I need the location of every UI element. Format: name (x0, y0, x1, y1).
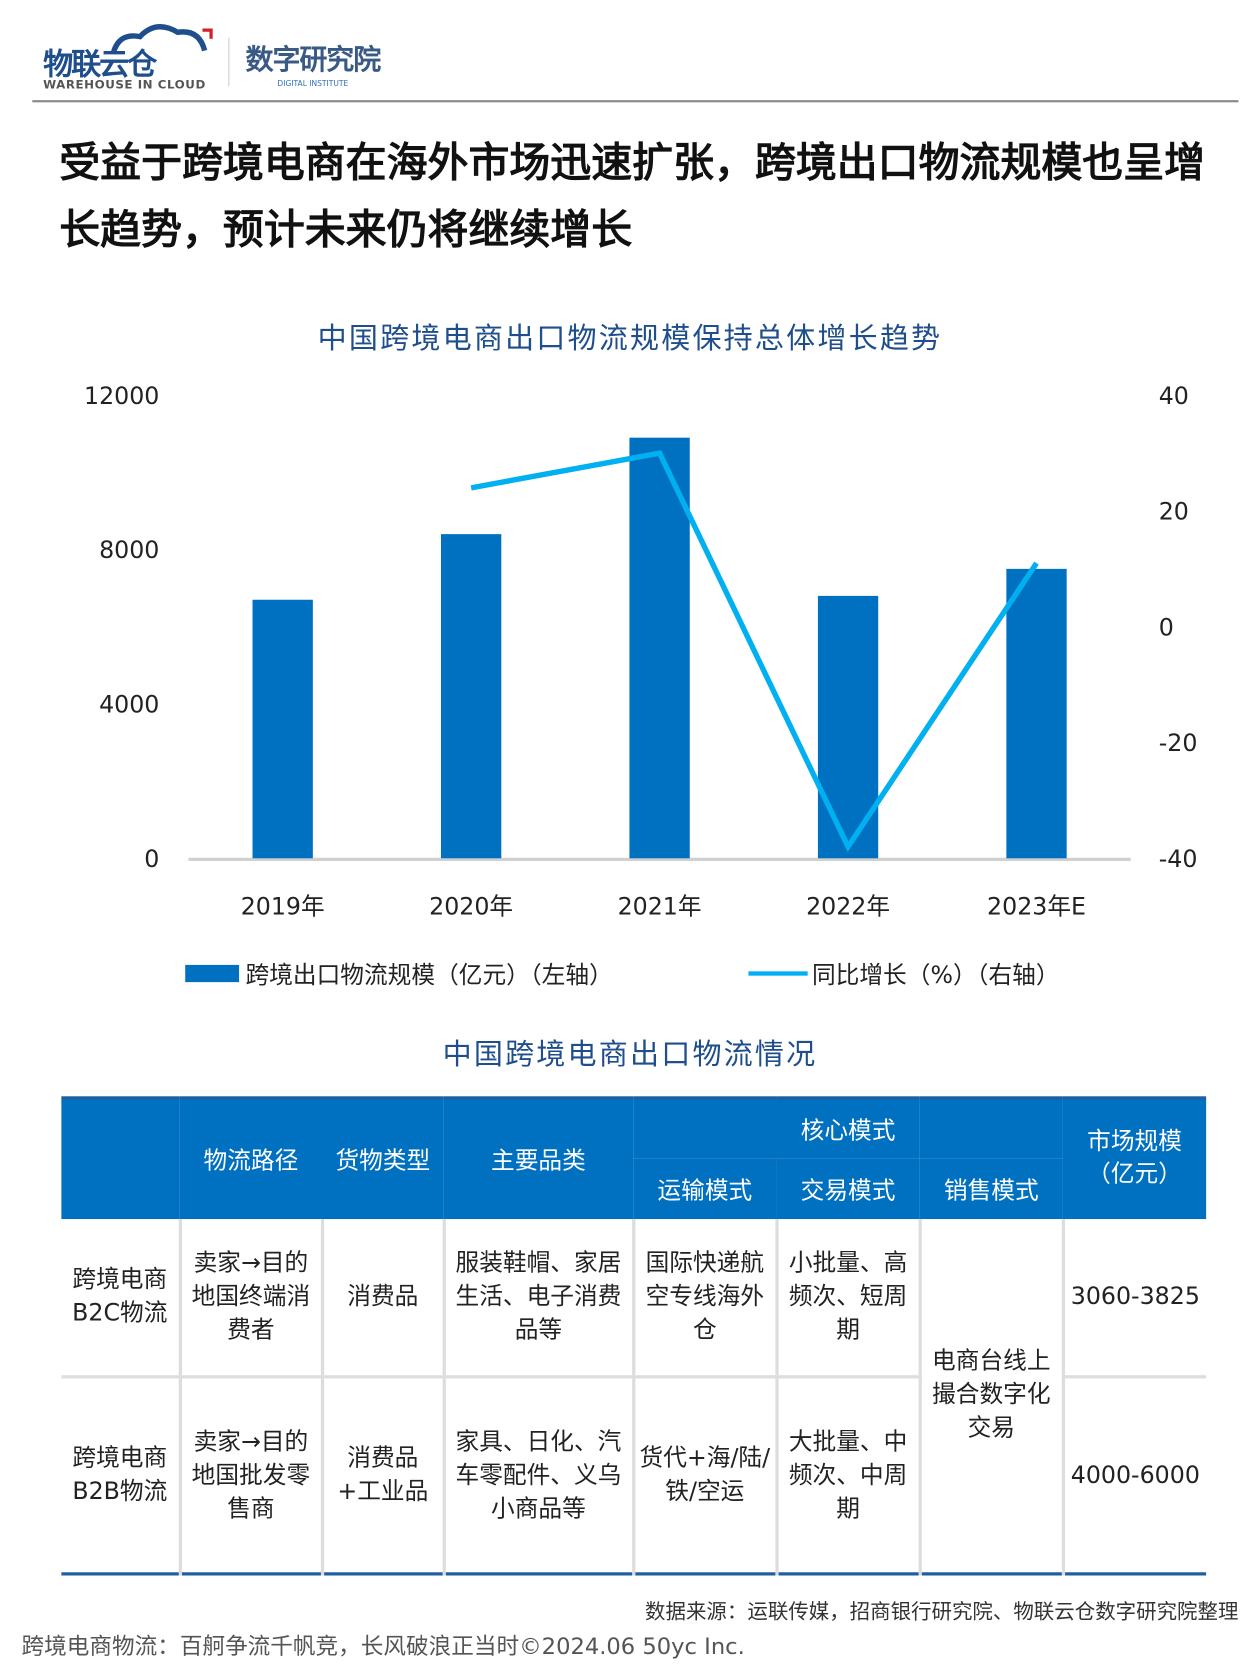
logo-text-en: DIGITAL INSTITUTE (277, 79, 349, 89)
footer: 跨境电商物流：百舸争流千帆竞，长风破浪正当时©2024.06 50yc Inc. (21, 1633, 745, 1660)
table-subheader-row: 运输模式 交易模式 销售模式 (61, 1158, 1206, 1219)
legend-label: 同比增长（%）（右轴） (811, 962, 1060, 990)
cell-trade: 小批量、高频次、短周期 (774, 1218, 920, 1379)
x-tick-label: 2020年 (429, 892, 513, 920)
header-trade: 交易模式 (776, 1158, 920, 1219)
legend-item-line: 同比增长（%）（右轴） (748, 956, 1060, 990)
legend-line-swatch (748, 971, 808, 976)
cloud-icon (110, 24, 213, 55)
header-size-line1: 市场规模 (1087, 1128, 1182, 1156)
cell-route: 卖家→目的地国批发零售商 (178, 1376, 322, 1574)
combo-chart: 0 4000 8000 12000 -40 -20 0 20 40 2019年 2020年 2021年… (84, 382, 1198, 920)
logo-divider (228, 37, 230, 87)
y-left-tick-label: 0 (144, 845, 159, 873)
y-right-tick-label: 20 (1159, 498, 1189, 526)
logo-text-cn: 数字研究院 (245, 44, 382, 77)
y-left-tick-label: 4000 (99, 691, 159, 719)
x-tick-label: 2019年 (241, 892, 325, 920)
digital-institute-logo: 数字研究院 DIGITAL INSTITUTE (245, 38, 382, 89)
cell-size: 3060-3825 (1061, 1218, 1207, 1379)
bar-2019年 (252, 599, 313, 859)
table-header-row: 物流路径 货物类型 主要品类 核心模式 市场规模 （亿元） (61, 1097, 1207, 1219)
cell-transport: 国际快递航空专线海外仓 (631, 1218, 777, 1379)
header-route: 物流路径 (179, 1097, 322, 1219)
header-blank2 (919, 1097, 1063, 1159)
cell-sales: 电商台线上撮合数字化交易 (918, 1218, 1063, 1574)
legend-item-bars: 跨境出口物流规模（亿元）（左轴） (185, 956, 613, 990)
header-core: 核心模式 (633, 1097, 920, 1159)
cell-size: 4000-6000 (1061, 1376, 1207, 1574)
table-title: 中国跨境电商出口物流情况 (442, 1038, 818, 1072)
legend-label: 跨境出口物流规模（亿元）（左轴） (245, 962, 613, 990)
header-transport: 运输模式 (633, 1158, 777, 1219)
table-row: 跨境电商B2C物流 卖家→目的地国终端消费者 消费品 服装鞋帽、家居生活、电子消… (61, 1218, 1207, 1574)
cell-route: 卖家→目的地国终端消费者 (178, 1218, 322, 1379)
header-rule (32, 100, 1239, 103)
legend-bar-swatch (185, 964, 240, 983)
bar-2020年 (440, 534, 502, 859)
cell-goods: 消费品 (320, 1218, 444, 1379)
row-name: 跨境电商B2C物流 (61, 1218, 180, 1379)
cell-trade: 大批量、中频次、中周期 (774, 1376, 920, 1574)
x-tick-label: 2022年 (806, 892, 890, 920)
row-name: 跨境电商B2B物流 (72, 1445, 168, 1506)
y-left-tick-label: 8000 (99, 536, 159, 564)
y-right-tick-label: -40 (1159, 845, 1198, 873)
cell-category: 服装鞋帽、家居生活、电子消费品等 (442, 1218, 634, 1379)
y-right-tick-label: 0 (1159, 613, 1174, 641)
y-right-tick-label: 40 (1159, 382, 1189, 410)
bar-2021年 (629, 437, 690, 859)
cell-transport: 货代+海/陆/铁/空运 (631, 1376, 777, 1574)
y-left-tick-label: 12000 (84, 382, 159, 410)
headline: 受益于跨境电商在海外市场迅速扩张，跨境出口物流规模也呈增长趋势，预计未来仍将继续… (59, 138, 1206, 254)
x-tick-label: 2023年E (987, 892, 1086, 920)
header-size-line2: （亿元） (1087, 1161, 1182, 1189)
header-sales: 销售模式 (919, 1158, 1063, 1219)
table-row: 跨境电商B2B物流 卖家→目的地国批发零售商 消费品+工业品 家具、日化、汽车零… (61, 1376, 1207, 1574)
header-goods: 货物类型 (321, 1097, 444, 1219)
logo-text-en: WAREHOUSE IN CLOUD (43, 77, 206, 92)
chart-title: 中国跨境电商出口物流规模保持总体增长趋势 (317, 321, 943, 356)
data-source: 数据来源：运联传媒，招商银行研究院、物联云仓数字研究院整理 (645, 1600, 1239, 1624)
bar-2023年E (1006, 568, 1067, 859)
logistics-table: 物流路径 货物类型 主要品类 核心模式 市场规模 （亿元） 运输模式 交易模式 销… (61, 1096, 1207, 1575)
cell-category: 家具、日化、汽车零配件、义乌小商品等 (442, 1376, 634, 1574)
growth-line (470, 450, 1039, 853)
cell-goods: 消费品+工业品 (320, 1376, 444, 1574)
header-size: 市场规模 （亿元） (1062, 1097, 1207, 1219)
warehouse-in-cloud-logo: 物联云仓 WAREHOUSE IN CLOUD (43, 24, 215, 92)
x-tick-label: 2021年 (618, 892, 702, 920)
header-category: 主要品类 (443, 1097, 634, 1219)
y-right-tick-label: -20 (1159, 729, 1198, 757)
header-blank (61, 1097, 180, 1219)
logo-text-cn: 物联云仓 (43, 46, 157, 82)
